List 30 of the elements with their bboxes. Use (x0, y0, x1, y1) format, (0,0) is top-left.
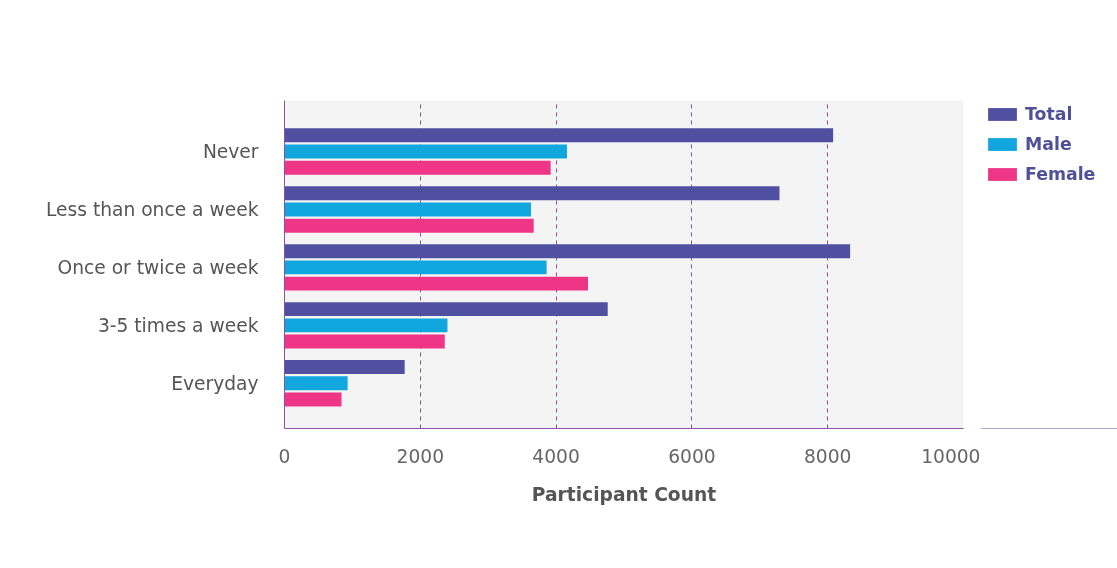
bar (284, 186, 780, 201)
bar (284, 144, 567, 159)
bar (284, 244, 851, 259)
legend-label: Female (1025, 164, 1096, 184)
bar (284, 392, 342, 407)
y-tick-label: 3-5 times a week (97, 314, 259, 336)
y-tick-label: Less than once a week (45, 198, 259, 220)
bar (284, 202, 531, 217)
bar (284, 376, 348, 391)
bar (284, 302, 608, 317)
bar (284, 334, 445, 349)
x-tick-label: 0 (278, 445, 291, 467)
bar (284, 160, 551, 175)
bar (284, 128, 834, 143)
x-tick-label: 2000 (396, 445, 445, 467)
legend-label: Male (1025, 134, 1072, 154)
bar (284, 276, 589, 291)
y-tick-label: Never (202, 141, 259, 162)
y-tick-label: Once or twice a week (57, 256, 259, 278)
bar (284, 318, 448, 333)
x-tick-label: 10000 (921, 445, 981, 467)
x-tick-label: 6000 (668, 445, 716, 467)
bar (284, 260, 547, 275)
y-tick-label: Everyday (171, 372, 259, 394)
bar (284, 360, 405, 375)
x-axis-title: Participant Count (531, 483, 717, 505)
x-tick-label: 8000 (803, 445, 852, 467)
x-tick-label: 4000 (532, 445, 580, 467)
legend-label: Total (1025, 104, 1073, 124)
bar (284, 218, 534, 233)
